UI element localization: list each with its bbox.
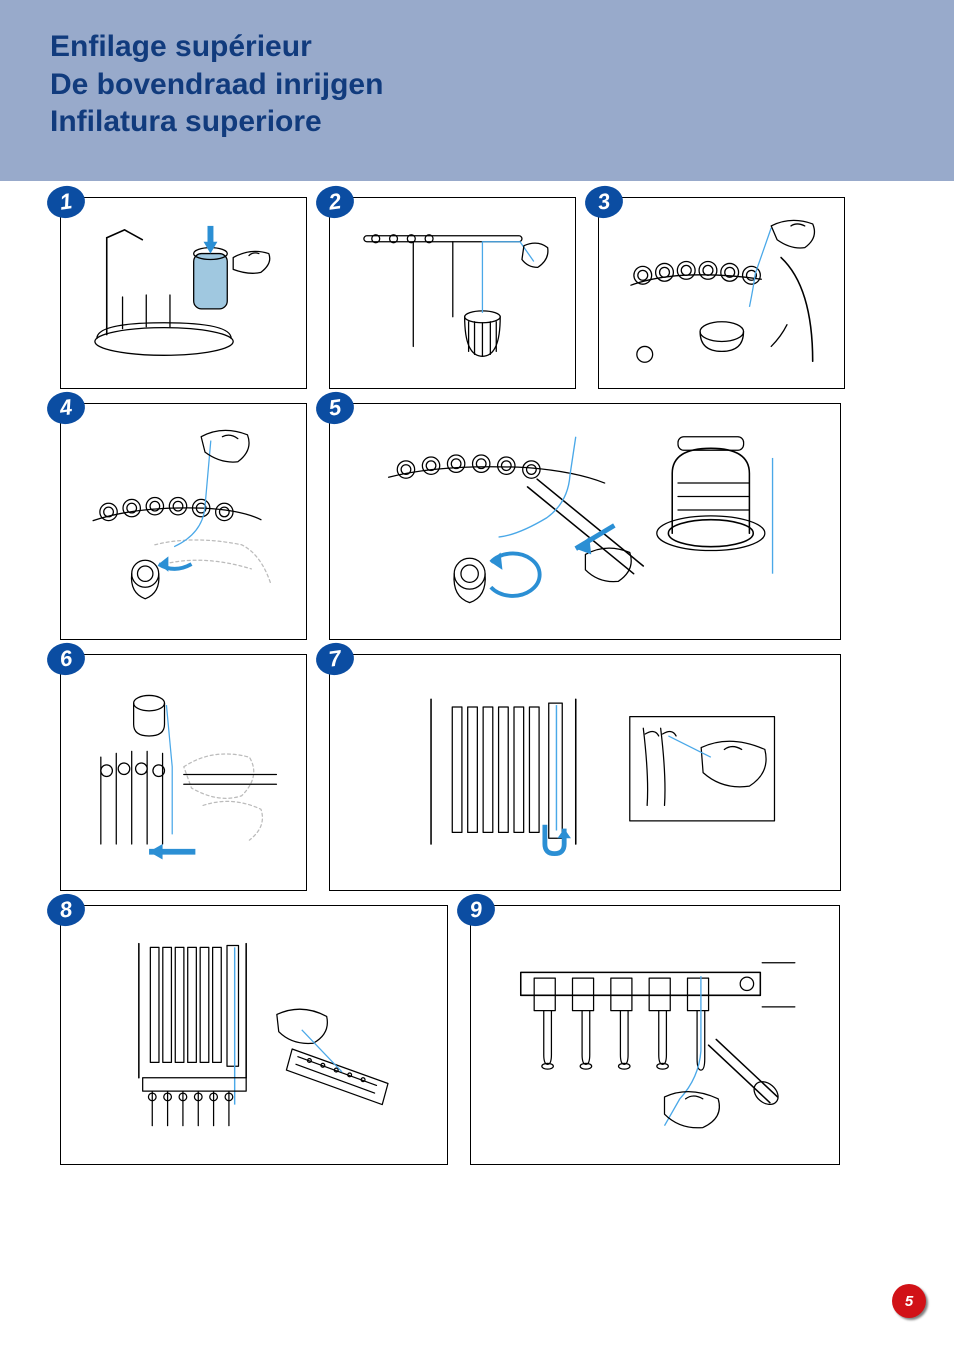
step-illustration [76, 218, 292, 366]
step-illustration [76, 429, 292, 612]
step-number: 3 [596, 188, 612, 215]
step-panel-2: 2 [329, 197, 576, 389]
title-line-2: De bovendraad inrijgen [50, 66, 904, 104]
step-panel-4: 4 [60, 403, 307, 640]
step-illustration [361, 429, 810, 612]
step-badge: 4 [45, 389, 87, 426]
step-panel-1: 1 [60, 197, 307, 389]
step-panel-7: 7 [329, 654, 841, 891]
step-number: 6 [58, 645, 74, 672]
step-badge: 7 [314, 640, 356, 677]
step-illustration [76, 680, 292, 863]
step-panel-9: 9 [470, 905, 840, 1165]
step-illustration [84, 934, 424, 1135]
step-panel-3: 3 [598, 197, 845, 389]
step-badge: 3 [583, 183, 625, 220]
row-2: 4 [60, 403, 910, 640]
step-number: 8 [58, 896, 74, 923]
step-panel-8: 8 [60, 905, 448, 1165]
page-number: 5 [905, 1293, 913, 1310]
step-badge: 5 [314, 389, 356, 426]
step-badge: 9 [455, 891, 497, 928]
row-4: 8 [60, 905, 910, 1165]
step-number: 7 [327, 645, 343, 672]
step-illustration [493, 934, 817, 1135]
steps-grid: 1 [0, 181, 954, 1175]
step-number: 5 [327, 394, 343, 421]
step-illustration [361, 680, 810, 863]
row-3: 6 [60, 654, 910, 891]
step-badge: 8 [45, 891, 87, 928]
step-badge: 1 [45, 183, 87, 220]
title-line-1: Enfilage supérieur [50, 28, 904, 66]
step-illustration [345, 218, 561, 366]
step-number: 4 [58, 394, 74, 421]
row-1: 1 [60, 197, 910, 389]
page-number-badge: 5 [892, 1284, 926, 1318]
header-band: Enfilage supérieur De bovendraad inrijge… [0, 0, 954, 181]
title-line-3: Infilatura superiore [50, 103, 904, 141]
step-number: 2 [327, 188, 343, 215]
step-illustration [614, 218, 830, 366]
step-badge: 6 [45, 640, 87, 677]
step-number: 1 [58, 188, 74, 215]
step-number: 9 [468, 896, 484, 923]
step-panel-5: 5 [329, 403, 841, 640]
step-panel-6: 6 [60, 654, 307, 891]
step-badge: 2 [314, 183, 356, 220]
